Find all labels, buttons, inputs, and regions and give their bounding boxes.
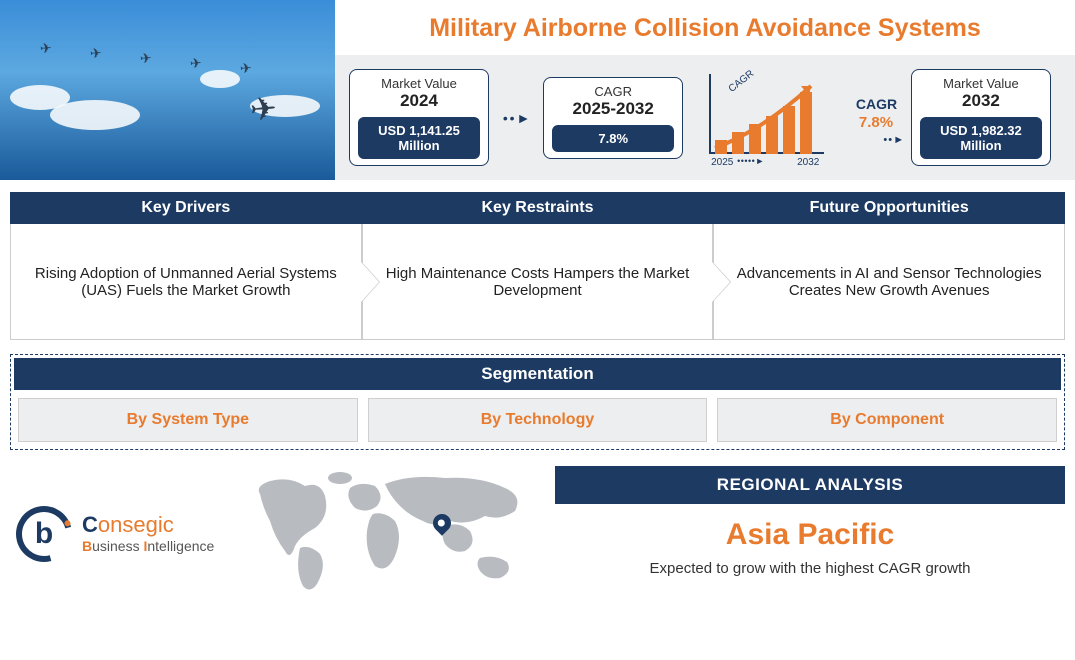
brand-logo: b Consegic Business Intelligence (10, 466, 235, 601)
hero-image: ✈✈✈ ✈✈✈ (0, 0, 335, 180)
cagr-label: CAGR (856, 96, 897, 112)
arrow-right-icon: • • • • • ► (737, 156, 763, 166)
future-opportunities-panel: Future Opportunities Advancements in AI … (713, 192, 1065, 340)
key-restraints-panel: Key Restraints High Maintenance Costs Ha… (362, 192, 714, 340)
chart-year-end: 2032 (797, 157, 819, 168)
segment-component: By Component (717, 398, 1057, 442)
regional-name: Asia Pacific (555, 518, 1065, 552)
cagr-growth-chart: CAGR 2025 • • • • • ► 2032 CAGR 7.8% • •… (697, 68, 897, 168)
metric-market-value-2032: Market Value 2032 USD 1,982.32 Million (911, 69, 1051, 166)
page-title: Military Airborne Collision Avoidance Sy… (335, 0, 1075, 55)
arrow-right-icon: • • ► (503, 110, 529, 126)
segmentation-title: Segmentation (14, 358, 1061, 390)
chart-year-start: 2025 (711, 157, 733, 168)
logo-icon: b (6, 495, 82, 571)
segment-technology: By Technology (368, 398, 708, 442)
metric-year: 2024 (358, 91, 480, 111)
regional-analysis-panel: REGIONAL ANALYSIS Asia Pacific Expected … (555, 466, 1065, 601)
market-factors-row: Key Drivers Rising Adoption of Unmanned … (0, 180, 1075, 340)
segmentation-panel: Segmentation By System Type By Technolog… (10, 354, 1065, 450)
logo-text: Consegic Business Intelligence (82, 512, 214, 555)
metrics-bar: Market Value 2024 USD 1,141.25 Million •… (335, 55, 1075, 180)
metric-cagr: CAGR 2025-2032 7.8% (543, 77, 683, 159)
metric-value: USD 1,141.25 Million (358, 117, 480, 159)
metric-market-value-2024: Market Value 2024 USD 1,141.25 Million (349, 69, 489, 166)
metric-label: Market Value (358, 76, 480, 91)
title-area: Military Airborne Collision Avoidance Sy… (335, 0, 1075, 180)
segment-system-type: By System Type (18, 398, 358, 442)
metric-year: 2032 (920, 91, 1042, 111)
bottom-row: b Consegic Business Intelligence REGIONA… (0, 466, 1075, 601)
panel-text: Rising Adoption of Unmanned Aerial Syste… (10, 224, 362, 340)
panel-text: High Maintenance Costs Hampers the Marke… (362, 224, 714, 340)
panel-title: Future Opportunities (713, 192, 1065, 224)
cagr-value: 7.8% (859, 114, 893, 131)
panel-title: Key Drivers (10, 192, 362, 224)
panel-text: Advancements in AI and Sensor Technologi… (713, 224, 1065, 340)
arrow-right-icon: • • ► (883, 134, 903, 146)
regional-subtitle: Expected to grow with the highest CAGR g… (555, 560, 1065, 577)
key-drivers-panel: Key Drivers Rising Adoption of Unmanned … (10, 192, 362, 340)
regional-title: REGIONAL ANALYSIS (555, 466, 1065, 504)
top-row: ✈✈✈ ✈✈✈ Military Airborne Collision Avoi… (0, 0, 1075, 180)
segmentation-row: By System Type By Technology By Componen… (14, 390, 1061, 446)
panel-title: Key Restraints (362, 192, 714, 224)
metric-value: 7.8% (552, 125, 674, 152)
metric-year: 2025-2032 (552, 99, 674, 119)
metric-value: USD 1,982.32 Million (920, 117, 1042, 159)
metric-label: CAGR (552, 84, 674, 99)
world-map (245, 466, 545, 601)
metric-label: Market Value (920, 76, 1042, 91)
